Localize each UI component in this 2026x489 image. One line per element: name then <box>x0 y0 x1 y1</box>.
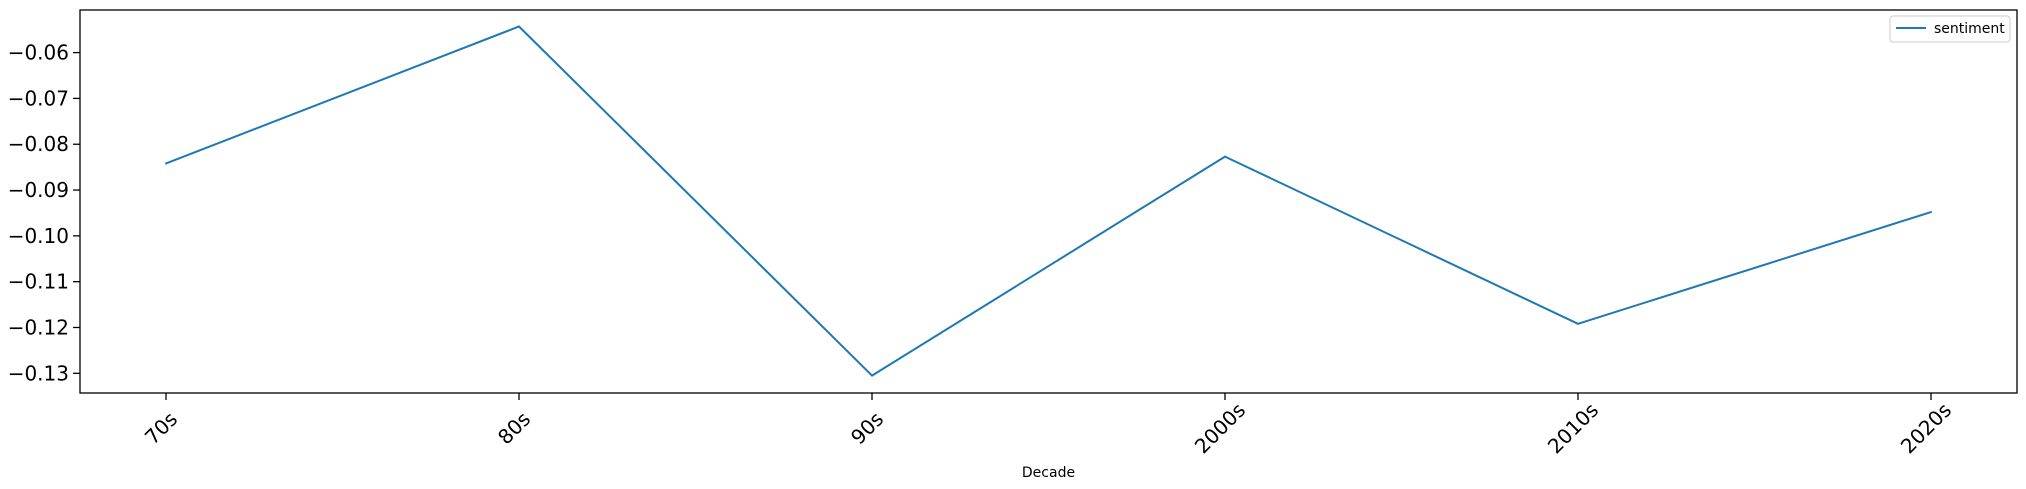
y-tick-label: −0.12 <box>8 315 69 339</box>
x-tick-label: 80s <box>493 407 535 449</box>
legend-label-sentiment: sentiment <box>1934 21 2005 37</box>
series-layer <box>165 25 1932 377</box>
legend: sentiment <box>1889 15 2011 43</box>
x-tick-label: 70s <box>140 407 182 449</box>
y-axis: −0.13 −0.12 −0.11 −0.10 −0.09 −0.08 −0.07 −0.06 <box>8 41 80 385</box>
x-tick-label: 2010s <box>1543 398 1603 458</box>
data-point <box>518 25 520 28</box>
y-tick-label: −0.10 <box>8 224 69 248</box>
y-tick-label: −0.07 <box>8 86 69 110</box>
data-point <box>1577 322 1579 325</box>
x-axis: 70s 80s 90s 2000s 2010s 2020s <box>140 393 1956 458</box>
data-point <box>871 374 873 377</box>
y-tick-label: −0.08 <box>8 132 69 156</box>
legend-box <box>1889 15 2011 43</box>
x-axis-title: Decade <box>1022 465 1075 481</box>
plot-area <box>79 9 2018 394</box>
y-tick-label: −0.13 <box>8 361 69 385</box>
y-tick-label: −0.11 <box>8 270 69 294</box>
x-tick-label: 2000s <box>1190 398 1250 458</box>
series-line-sentiment <box>165 25 1932 377</box>
data-point <box>165 162 167 165</box>
data-point <box>1224 155 1226 158</box>
x-tick-label: 2020s <box>1896 398 1956 458</box>
data-point <box>1930 211 1932 214</box>
y-tick-label: −0.09 <box>8 178 69 202</box>
x-tick-label: 90s <box>846 407 888 449</box>
y-tick-label: −0.06 <box>8 41 69 65</box>
